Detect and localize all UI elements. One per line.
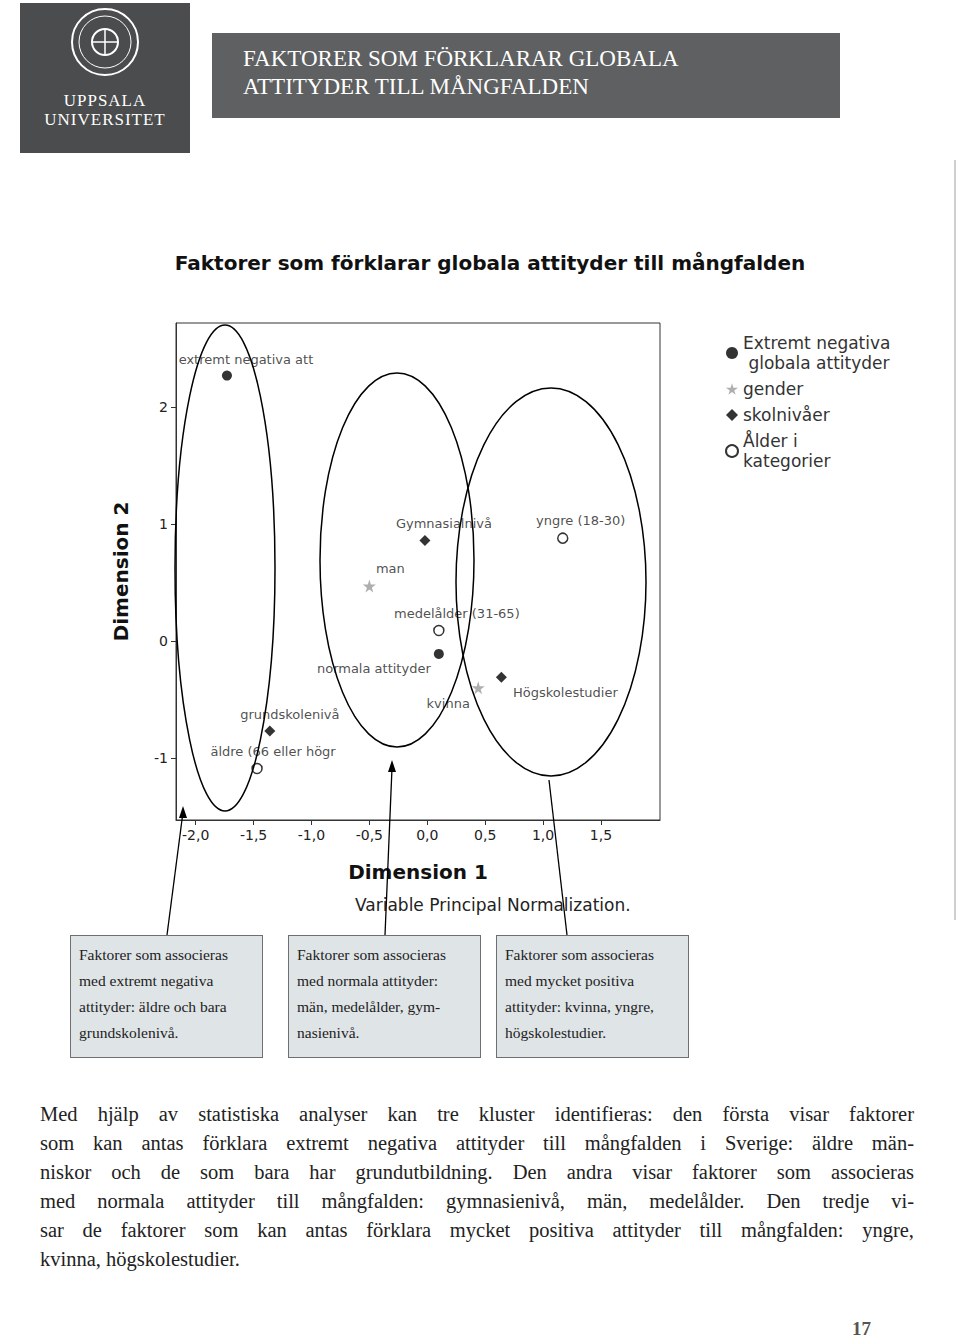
svg-text:1,5: 1,5 <box>590 827 612 843</box>
svg-text:0,5: 0,5 <box>474 827 496 843</box>
svg-text:extremt negativa att: extremt negativa att <box>179 352 314 367</box>
svg-text:Variable Principal Normalizati: Variable Principal Normalization. <box>355 895 631 915</box>
html-text:nasienivå.: nasienivå. <box>297 1024 360 1041</box>
svg-text:Dimension 2: Dimension 2 <box>109 502 133 642</box>
html-text:sar de faktorer som kan antas: sar de faktorer som kan antas förklara m… <box>40 1219 914 1241</box>
svg-text:0: 0 <box>159 633 168 649</box>
svg-text:-1,0: -1,0 <box>298 827 325 843</box>
html-text:Faktorer som associeras: Faktorer som associeras <box>79 946 228 963</box>
html-text:med mycket positiva: med mycket positiva <box>505 972 635 989</box>
svg-text:1,0: 1,0 <box>532 827 554 843</box>
svg-text:Dimension 1: Dimension 1 <box>348 860 488 884</box>
svg-text:Gymnasialnivå: Gymnasialnivå <box>396 516 492 531</box>
html-text:med normala attityder till mån: med normala attityder till mångfalden: g… <box>40 1190 914 1212</box>
html-text:kvinna, högskolestudier.: kvinna, högskolestudier. <box>40 1248 240 1270</box>
svg-text:Ålder i: Ålder i <box>743 430 803 451</box>
svg-text:kategorier: kategorier <box>743 451 830 471</box>
html-text:grundskolenivå.: grundskolenivå. <box>79 1024 179 1041</box>
svg-text:grundskolenivå: grundskolenivå <box>240 707 339 722</box>
svg-text:Extremt negativa: Extremt negativa <box>743 333 890 353</box>
html-text:Med hjälp av statistiska analy: Med hjälp av statistiska analyser kan tr… <box>40 1103 914 1125</box>
svg-text:normala attityder: normala attityder <box>317 661 431 676</box>
html-text:med extremt negativa: med extremt negativa <box>79 972 214 989</box>
html-text:män, medelålder, gym-: män, medelålder, gym- <box>297 998 441 1015</box>
svg-text:yngre (18-30): yngre (18-30) <box>536 513 625 528</box>
svg-text:-2,0: -2,0 <box>182 827 209 843</box>
svg-text:kvinna: kvinna <box>427 696 470 711</box>
svg-text:-0,5: -0,5 <box>356 827 383 843</box>
svg-text:0,0: 0,0 <box>416 827 438 843</box>
html-text:niskor och de som bara har gru: niskor och de som bara har grundutbildni… <box>40 1161 914 1183</box>
html-text:UNIVERSITET: UNIVERSITET <box>44 110 166 129</box>
html-text:med normala attityder:: med normala attityder: <box>297 972 439 989</box>
svg-text:äldre (66 eller högr: äldre (66 eller högr <box>210 744 336 759</box>
svg-text:Högskolestudier: Högskolestudier <box>513 685 618 700</box>
svg-text:medelålder (31-65): medelålder (31-65) <box>394 606 520 621</box>
svg-text:gender: gender <box>743 379 803 399</box>
html-text:FAKTORER SOM FÖRKLARAR GLOBALA: FAKTORER SOM FÖRKLARAR GLOBALA <box>243 46 679 71</box>
html-text:högskolestudier.: högskolestudier. <box>505 1024 607 1041</box>
svg-text:-1,5: -1,5 <box>240 827 267 843</box>
html-text:Faktorer som associeras: Faktorer som associeras <box>505 946 654 963</box>
html-text:Faktorer som associeras: Faktorer som associeras <box>297 946 446 963</box>
svg-text:man: man <box>376 561 405 576</box>
html-text:UPPSALA: UPPSALA <box>63 91 147 110</box>
html-text:attityder: äldre och bara: attityder: äldre och bara <box>79 998 227 1015</box>
svg-text:Faktorer som förklarar globala: Faktorer som förklarar globala attityder… <box>175 251 805 275</box>
svg-text:skolnivåer: skolnivåer <box>743 405 830 425</box>
svg-text:1: 1 <box>159 516 168 532</box>
svg-text:globala attityder: globala attityder <box>743 353 890 373</box>
html-text:som kan antas förklara extremt: som kan antas förklara extremt negativa … <box>40 1132 914 1154</box>
svg-text:-1: -1 <box>154 750 168 766</box>
html-text:attityder: kvinna, yngre,: attityder: kvinna, yngre, <box>505 998 654 1015</box>
svg-text:2: 2 <box>159 399 168 415</box>
html-text:ATTITYDER TILL MÅNGFALDEN: ATTITYDER TILL MÅNGFALDEN <box>243 74 589 99</box>
